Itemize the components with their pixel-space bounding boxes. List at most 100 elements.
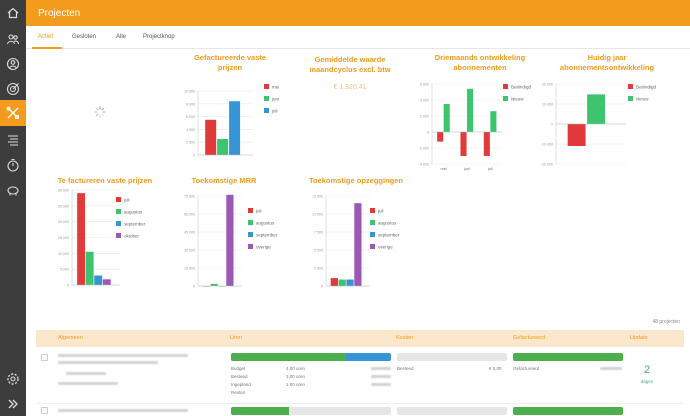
list-icon[interactable] [0, 127, 26, 152]
x-tick-label: juni [463, 166, 470, 171]
update-days-number: 2 [643, 364, 651, 376]
bar[interactable] [587, 94, 605, 124]
bar[interactable] [490, 111, 497, 132]
legend-label: augustus [256, 221, 275, 226]
bar[interactable] [567, 124, 586, 146]
blurred-project-client [58, 361, 158, 364]
y-tick-label: 5.000 [314, 249, 323, 253]
bar[interactable] [330, 278, 338, 286]
table-header: Algemeen Uren Kosten Gefactureerd Update [36, 330, 684, 347]
y-tick-label: 0 [67, 284, 69, 288]
sidebar [0, 0, 26, 416]
y-tick-label: 15.000 [58, 236, 69, 240]
users-icon[interactable] [0, 26, 26, 51]
hours-value-planned: 1,00 uren [286, 382, 306, 387]
legend-label: september [378, 233, 400, 238]
y-tick-label: -20.000 [541, 163, 553, 167]
y-tick-label: 30.000 [58, 189, 69, 193]
bar[interactable] [226, 194, 234, 286]
project-count: 48 projecten [652, 319, 680, 325]
target-icon[interactable] [0, 76, 26, 101]
y-tick-label: 2.000 [186, 141, 195, 145]
tab-alle[interactable]: Alle [116, 34, 127, 40]
tab-projectknop[interactable]: Projectknop [143, 34, 175, 40]
y-tick-label: 2.000 [420, 115, 429, 119]
blurred-project-meta [58, 382, 118, 385]
table-row[interactable] [36, 404, 684, 416]
blurred-amount [371, 367, 391, 370]
bar[interactable] [77, 193, 86, 285]
tools-icon[interactable] [0, 100, 26, 126]
legend-label: Nieuw [636, 97, 649, 102]
legend-swatch [116, 209, 121, 214]
col-header-invoiced[interactable]: Gefactureerd [513, 335, 546, 341]
blurred-project-name [58, 409, 188, 412]
legend-swatch [503, 84, 508, 89]
hours-progress-bar [231, 407, 391, 415]
timer-icon[interactable] [0, 152, 26, 177]
legend-swatch [264, 108, 269, 113]
home-icon[interactable] [0, 0, 26, 25]
tab-gesloten[interactable]: Gesloten [72, 34, 97, 40]
legend-label: Nieuw [511, 97, 524, 102]
y-tick-label: 30.000 [184, 249, 195, 253]
bar[interactable] [94, 275, 103, 286]
bar[interactable] [229, 101, 241, 155]
blurred-project-tag [66, 372, 106, 375]
legend-label: Beëindigd [636, 85, 657, 90]
legend-label: september [256, 233, 278, 238]
y-tick-label: 12.500 [312, 195, 323, 199]
bar[interactable] [205, 119, 217, 155]
bar[interactable] [443, 104, 450, 132]
bar[interactable] [354, 203, 362, 286]
y-tick-label: 15.000 [184, 267, 195, 271]
y-tick-label: -10.000 [541, 143, 553, 147]
bar[interactable] [460, 132, 467, 156]
chart-title: Gefactureerde vaste prijzen [193, 53, 267, 72]
legend-label: Beëindigd [511, 85, 532, 90]
costs-label-spent: Besteed [397, 366, 414, 371]
y-tick-label: 45.000 [184, 231, 195, 235]
legend-label: overige [378, 245, 393, 250]
legend-swatch [248, 244, 253, 249]
y-tick-label: 10.000 [184, 90, 195, 94]
legend-swatch [248, 208, 253, 213]
legend-label: juli [377, 209, 384, 214]
col-header-update[interactable]: Update [630, 335, 648, 341]
bar[interactable] [210, 283, 218, 286]
table-row[interactable]: Budget 4,00 uren Besteed 3,00 uren Ingep… [36, 348, 684, 404]
row-checkbox[interactable] [41, 407, 48, 414]
tab-actief[interactable]: Actief [38, 34, 54, 40]
bar[interactable] [467, 88, 474, 132]
hours-progress-planned [346, 353, 391, 361]
bar[interactable] [483, 132, 490, 156]
user-icon[interactable] [0, 51, 26, 76]
row-checkbox[interactable] [41, 354, 48, 361]
chart-title: Te factureren vaste prijzen [57, 176, 153, 185]
invoiced-progress-bar [513, 353, 623, 361]
bar[interactable] [338, 279, 346, 286]
bar[interactable] [102, 279, 111, 285]
legend-label: augustus [378, 221, 397, 226]
y-tick-label: 0 [427, 131, 429, 135]
col-header-hours[interactable]: Uren [230, 335, 242, 341]
col-header-general[interactable]: Algemeen [58, 335, 83, 341]
legend-label: juli [255, 209, 262, 214]
update-days-label: dagen [640, 379, 654, 384]
bar[interactable] [346, 279, 354, 286]
blurred-project-name [58, 354, 188, 357]
y-tick-label: -4.000 [419, 163, 429, 167]
invoiced-label: Gefactureerd [513, 366, 540, 371]
y-tick-label: 5.000 [60, 268, 69, 272]
bar[interactable] [437, 132, 444, 142]
blurred-amount [600, 367, 622, 370]
piggybank-icon[interactable] [0, 177, 26, 202]
settings-icon[interactable] [0, 366, 26, 391]
bar[interactable] [217, 139, 229, 155]
col-header-costs[interactable]: Kosten [396, 335, 414, 341]
expand-icon[interactable] [0, 391, 26, 416]
average-value: € 1.920,41 [333, 84, 367, 91]
bar[interactable] [85, 251, 94, 285]
